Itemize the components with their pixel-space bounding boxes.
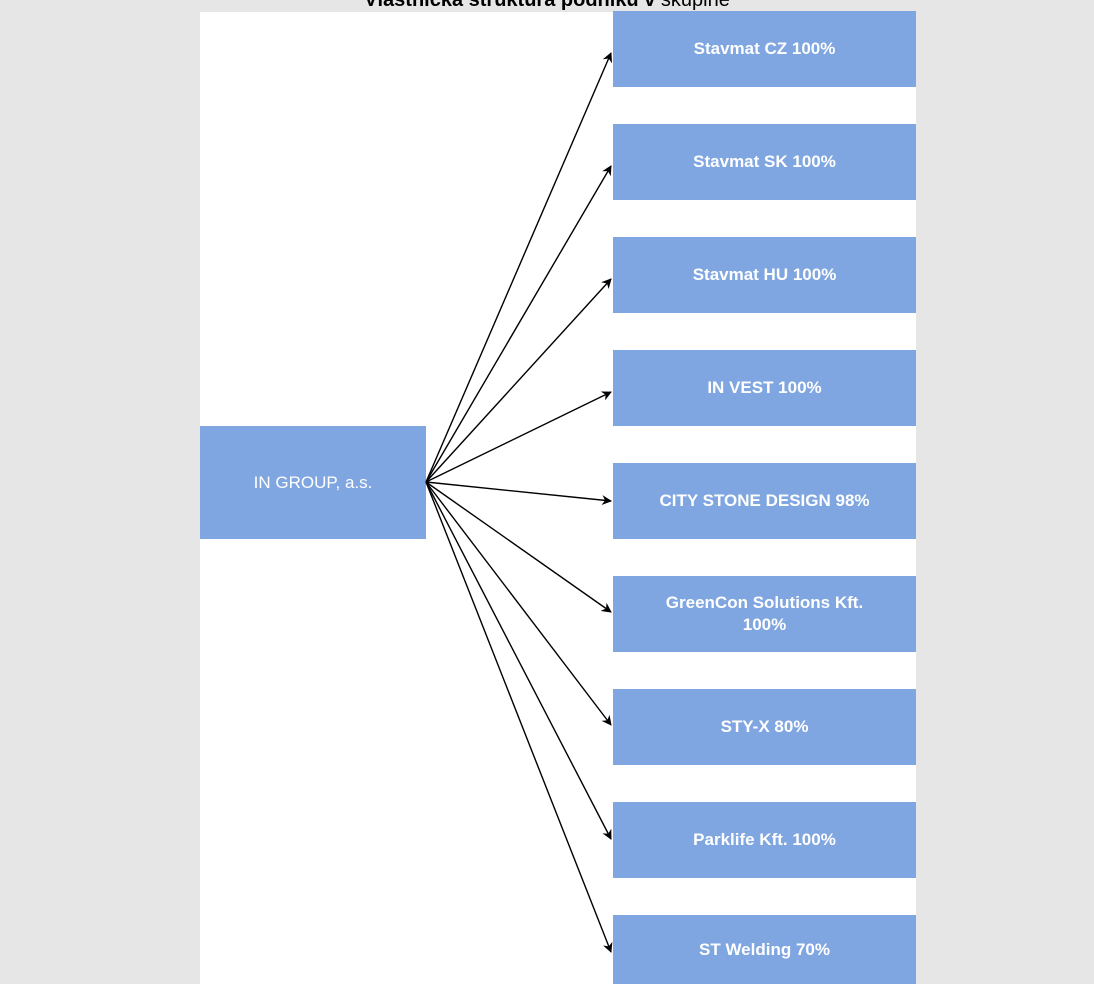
child-node-greencon-solutions: GreenCon Solutions Kft. 100% [613, 576, 916, 652]
child-node-label: Stavmat HU 100% [692, 265, 837, 284]
root-node-label: IN GROUP, a.s. [253, 472, 373, 492]
child-node-stavmat-hu: Stavmat HU 100% [613, 237, 916, 313]
child-node-label: STY-X 80% [720, 717, 809, 736]
diagram-title: Vlastnická struktura podniků v skupině [0, 0, 1094, 12]
root-node: IN GROUP, a.s. [200, 426, 426, 539]
child-node-label: Stavmat SK 100% [693, 152, 836, 171]
child-node-parklife: Parklife Kft. 100% [613, 802, 916, 878]
child-node-stavmat-cz: Stavmat CZ 100% [613, 11, 916, 87]
child-node-st-welding: ST Welding 70% [613, 915, 916, 984]
child-node-city-stone-design: CITY STONE DESIGN 98% [613, 463, 916, 539]
child-node-label: CITY STONE DESIGN 98% [659, 491, 870, 510]
child-node-stavmat-sk: Stavmat SK 100% [613, 124, 916, 200]
child-node-in-vest: IN VEST 100% [613, 350, 916, 426]
child-node-label: ST Welding 70% [699, 939, 830, 959]
child-node-label: GreenCon Solutions Kft. 100% [665, 593, 864, 634]
diagram-title-bold: Vlastnická struktura podniků v [364, 0, 656, 11]
child-node-sty-x: STY-X 80% [613, 689, 916, 765]
diagram-title-normal: skupině [655, 0, 730, 11]
child-node-label: Parklife Kft. 100% [693, 830, 836, 849]
child-node-label: Stavmat CZ 100% [693, 39, 836, 58]
child-node-label: IN VEST 100% [707, 378, 822, 397]
